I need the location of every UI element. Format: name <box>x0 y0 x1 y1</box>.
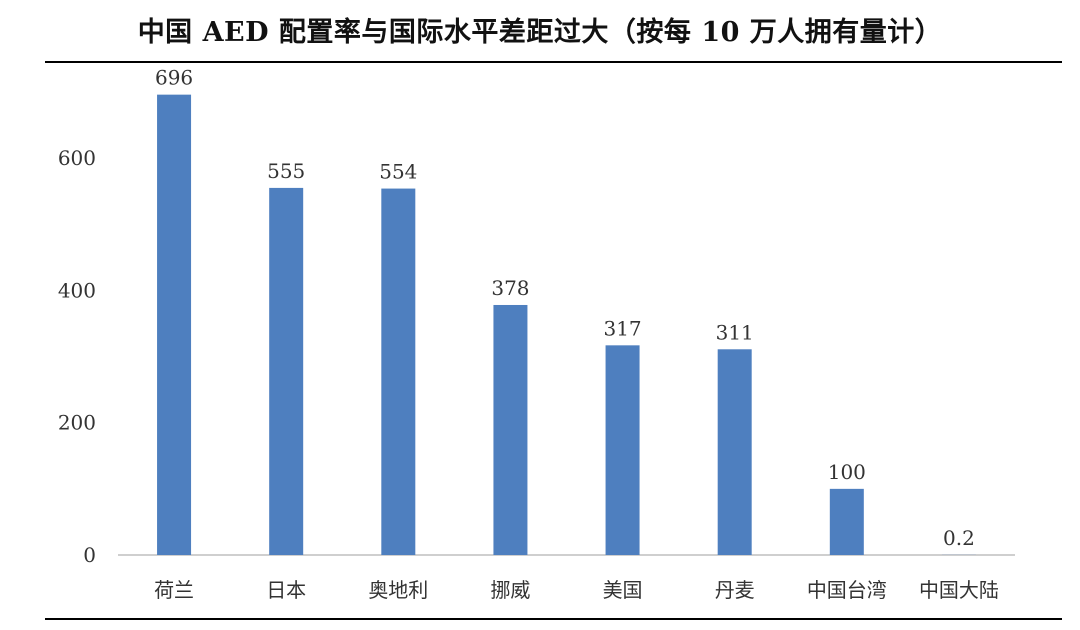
y-tick-label: 400 <box>58 278 96 302</box>
x-tick-label: 丹麦 <box>715 578 755 602</box>
x-tick-label: 美国 <box>603 578 643 602</box>
x-tick-label: 挪威 <box>490 578 530 602</box>
data-label: 554 <box>379 160 417 184</box>
bar <box>269 187 304 555</box>
data-label: 696 <box>155 66 193 90</box>
data-label: 100 <box>828 460 866 484</box>
bar <box>717 349 752 555</box>
x-tick-label: 中国大陆 <box>919 578 999 602</box>
x-tick-label: 奥地利 <box>368 578 428 602</box>
bar <box>605 345 640 555</box>
plot-area: 0 200 400 600 696 荷兰 555 日本 554 奥地利 378 挪威 317 美国 311 丹… <box>58 66 1015 602</box>
chart-title: 中国 AED 配置率与国际水平差距过大（按每 10 万人拥有量计） <box>137 17 943 48</box>
y-tick-label: 200 <box>58 411 96 435</box>
y-tick-label: 600 <box>58 146 96 170</box>
data-label: 555 <box>267 159 305 183</box>
data-label: 317 <box>603 316 641 340</box>
y-tick-label: 0 <box>83 543 96 567</box>
data-label: 0.2 <box>943 526 975 550</box>
bar <box>829 488 864 555</box>
bar <box>381 188 416 555</box>
bar <box>493 304 528 555</box>
bar <box>157 94 192 555</box>
data-label: 378 <box>491 276 529 300</box>
data-label: 311 <box>716 320 754 344</box>
x-tick-label: 日本 <box>266 578 306 602</box>
x-tick-label: 荷兰 <box>154 578 194 602</box>
x-tick-label: 中国台湾 <box>807 578 887 602</box>
